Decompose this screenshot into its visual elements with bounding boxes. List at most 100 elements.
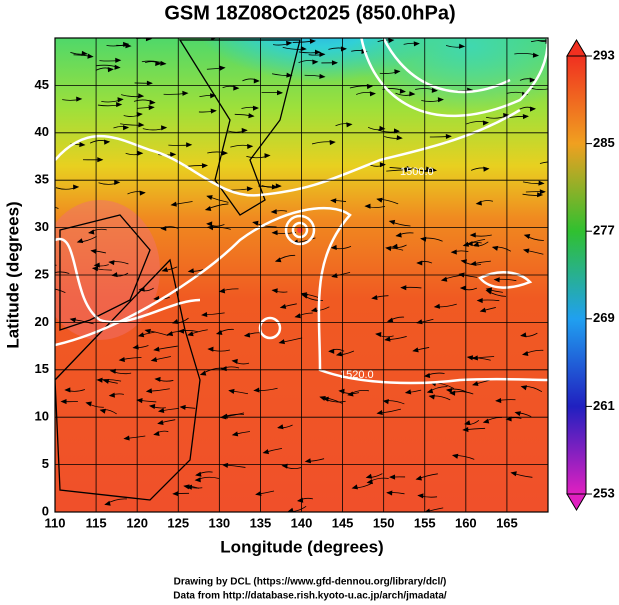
arrowhead (553, 37, 558, 41)
colorbar-extend (566, 493, 587, 511)
arrowhead (538, 180, 545, 186)
arrowhead (116, 102, 123, 108)
arrowhead (328, 348, 335, 354)
y-tick-label: 25 (35, 266, 49, 281)
arrowhead (96, 377, 103, 383)
arrowhead (322, 396, 329, 402)
arrowhead (170, 201, 177, 207)
arrowhead (412, 347, 419, 353)
arrowhead (464, 420, 471, 426)
arrowhead (495, 398, 502, 404)
colorbar-extend (566, 39, 587, 57)
arrowhead (206, 221, 213, 227)
arrowhead (319, 73, 326, 79)
arrowhead (286, 40, 293, 46)
arrowhead (521, 351, 529, 357)
x-tick-label: 130 (208, 515, 230, 530)
arrowhead (248, 113, 255, 119)
x-tick-label: 150 (373, 515, 395, 530)
arrowhead (449, 390, 456, 396)
x-tick-label: 165 (496, 515, 518, 530)
arrowhead (371, 294, 378, 301)
arrowhead (122, 125, 130, 131)
arrowhead (426, 388, 434, 394)
streamline (55, 288, 66, 293)
x-tick-label: 160 (455, 515, 477, 530)
arrowhead (388, 219, 396, 225)
y-tick-label: 30 (35, 219, 49, 234)
arrowhead (153, 431, 160, 437)
arrowhead (262, 449, 270, 455)
y-tick-label: 20 (35, 314, 49, 329)
x-tick-label: 145 (332, 515, 354, 530)
arrowhead (187, 268, 195, 274)
arrowhead (423, 372, 431, 379)
arrowhead (440, 276, 448, 282)
arrowhead (145, 38, 153, 42)
arrowhead (247, 143, 254, 150)
arrowhead (491, 245, 499, 251)
x-tick-label: 135 (250, 515, 272, 530)
arrowhead (79, 141, 86, 148)
arrowhead (76, 238, 84, 244)
arrowhead (271, 230, 278, 236)
arrowhead (154, 376, 161, 382)
arrowhead (145, 388, 153, 394)
chart-title: GSM 18Z08Oct2025 (850.0hPa) (164, 2, 455, 24)
arrowhead (430, 167, 438, 173)
arrowhead (231, 358, 238, 364)
arrowhead (404, 389, 412, 395)
arrowhead (529, 106, 537, 112)
streamline (55, 206, 59, 209)
arrowhead (471, 381, 479, 386)
y-tick-label: 15 (35, 361, 49, 376)
arrowhead (393, 128, 400, 134)
arrowhead (50, 272, 55, 276)
arrowhead (243, 332, 251, 338)
arrowhead (157, 419, 164, 425)
arrowhead (179, 404, 186, 410)
arrowhead (69, 317, 77, 323)
arrowhead (277, 424, 284, 430)
arrowhead (479, 307, 487, 313)
arrowhead (221, 150, 229, 156)
arrowhead (330, 244, 337, 250)
arrowhead (376, 409, 383, 415)
arrowhead (522, 248, 530, 254)
arrowhead (351, 484, 359, 490)
arrowhead (559, 42, 564, 46)
arrowhead (482, 120, 489, 126)
arrowhead (155, 60, 162, 66)
arrowhead (276, 90, 284, 96)
arrowhead (275, 183, 282, 189)
y-tick-label: 5 (42, 456, 49, 471)
arrowhead (210, 108, 217, 114)
arrowhead (319, 51, 326, 57)
arrowhead (399, 88, 406, 94)
arrowhead (186, 142, 193, 148)
arrowhead (309, 38, 316, 44)
arrowhead (233, 85, 240, 91)
arrowhead (389, 474, 396, 480)
credit: Data from http://database.rish.kyoto-u.a… (173, 591, 447, 602)
arrowhead (137, 332, 145, 338)
colorbar (566, 55, 587, 495)
arrowhead (433, 303, 441, 309)
colorbar-tick-label: 277 (593, 223, 615, 238)
arrowhead (483, 166, 490, 172)
arrowhead (415, 475, 422, 481)
colorbar-tick-label: 285 (593, 135, 615, 150)
arrowhead (523, 234, 531, 239)
arrowhead (346, 122, 353, 128)
arrowhead (409, 91, 416, 97)
arrowhead (115, 57, 122, 63)
arrowhead (149, 99, 156, 105)
arrowhead (183, 484, 190, 490)
arrowhead (451, 453, 459, 459)
arrowhead (364, 203, 371, 209)
arrowhead (557, 160, 562, 164)
arrowhead (253, 78, 260, 84)
arrowhead (117, 97, 124, 103)
arrowhead (241, 127, 248, 133)
